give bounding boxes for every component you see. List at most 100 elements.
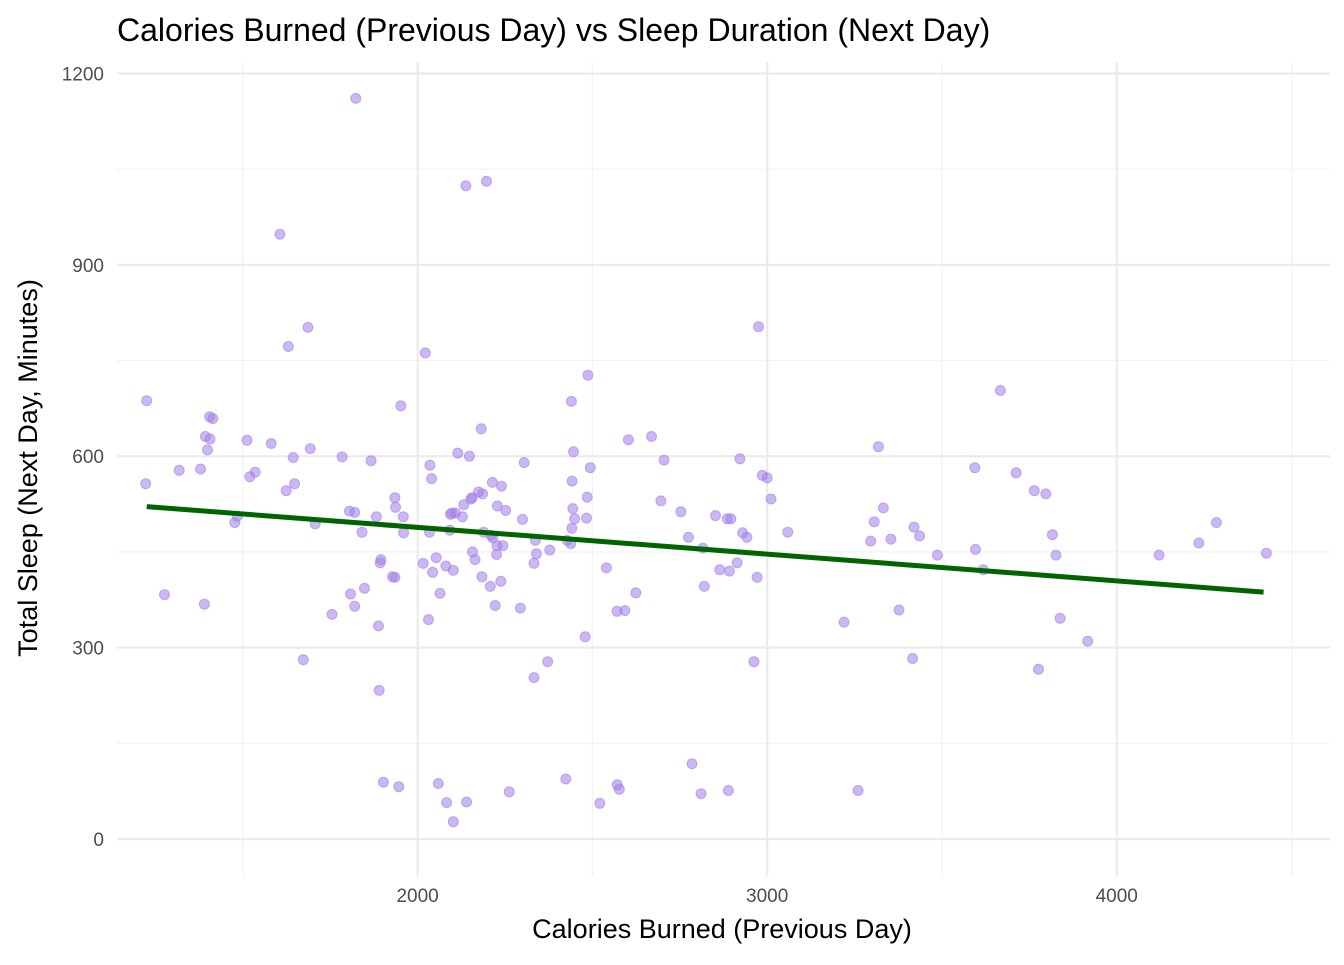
data-point (395, 400, 407, 412)
data-point (497, 540, 509, 552)
data-point (686, 758, 698, 770)
data-point (544, 544, 556, 556)
data-point (877, 502, 889, 514)
data-point (542, 656, 554, 668)
data-point (1153, 549, 1165, 561)
data-point (907, 653, 919, 664)
data-point (302, 321, 314, 333)
data-point (714, 564, 726, 576)
data-point (326, 608, 338, 620)
data-point (528, 672, 540, 684)
data-point (460, 180, 472, 192)
data-point (619, 605, 631, 617)
data-point (695, 788, 707, 800)
data-point (568, 446, 579, 458)
data-point (765, 493, 777, 505)
data-point (397, 511, 409, 523)
data-point (280, 485, 292, 497)
chart-title: Calories Burned (Previous Day) vs Sleep … (117, 12, 990, 48)
data-point (566, 522, 578, 534)
data-point (398, 527, 410, 539)
data-point (734, 453, 746, 465)
data-point (710, 510, 721, 522)
data-point (748, 656, 760, 668)
data-point (581, 491, 593, 503)
data-point (198, 598, 210, 610)
data-point (359, 582, 370, 594)
data-point (430, 552, 442, 564)
data-point (683, 531, 694, 543)
data-point (500, 505, 512, 516)
data-point (349, 600, 361, 612)
data-point (646, 431, 657, 442)
data-point (447, 816, 459, 828)
data-point (914, 530, 926, 542)
data-point (202, 444, 213, 456)
data-point (461, 796, 473, 808)
data-point (1046, 529, 1058, 541)
data-point (970, 543, 981, 555)
data-point (582, 369, 594, 381)
trend-line (146, 504, 1264, 595)
y-axis-label: Total Sleep (Next Day, Minutes) (13, 279, 43, 657)
y-tick-label: 300 (72, 639, 104, 660)
data-point (496, 480, 507, 492)
data-point (486, 476, 498, 488)
data-point (491, 500, 503, 512)
data-point (365, 455, 377, 467)
data-point (893, 604, 905, 616)
data-point (503, 786, 515, 798)
y-tick-label: 0 (93, 830, 104, 851)
x-axis-label: Calories Burned (Previous Day) (532, 914, 912, 944)
data-point (389, 492, 401, 504)
data-point (868, 516, 880, 528)
data-point (456, 511, 468, 523)
y-tick-label: 1200 (62, 64, 104, 85)
data-point (565, 395, 577, 407)
data-point (731, 557, 743, 569)
data-point (140, 478, 152, 490)
data-points (140, 92, 1272, 828)
data-point (477, 488, 489, 500)
data-point (1033, 663, 1044, 675)
data-point (423, 614, 434, 626)
data-point (458, 499, 470, 511)
data-point (419, 347, 431, 359)
data-point (531, 548, 542, 560)
data-point (282, 341, 294, 352)
data-point (375, 554, 387, 566)
data-point (349, 506, 361, 518)
data-point (434, 587, 446, 599)
data-point (567, 503, 579, 515)
data-point (872, 441, 884, 453)
data-point (528, 557, 540, 569)
x-axis-ticks: 2000 3000 4000 (396, 886, 1137, 907)
data-point (475, 423, 487, 435)
data-point (417, 557, 429, 569)
data-point (426, 473, 438, 485)
data-point (1260, 547, 1272, 559)
data-point (173, 464, 185, 476)
data-point (1082, 635, 1094, 647)
data-point (994, 385, 1006, 396)
data-point (751, 571, 763, 583)
data-point (377, 776, 389, 788)
data-point (885, 533, 897, 545)
data-point (1040, 488, 1052, 500)
data-point (1028, 485, 1040, 497)
data-point (484, 580, 496, 592)
data-point (865, 535, 877, 547)
data-point (370, 511, 382, 523)
y-axis-ticks: 0 300 600 900 1200 (62, 64, 104, 851)
data-point (514, 602, 526, 614)
data-point (265, 438, 277, 449)
data-point (297, 654, 309, 666)
data-point (390, 501, 402, 513)
data-point (753, 321, 764, 333)
x-tick-label: 2000 (396, 886, 438, 907)
data-point (350, 92, 362, 104)
data-point (698, 580, 710, 592)
data-point (838, 616, 850, 628)
data-point (427, 566, 439, 578)
